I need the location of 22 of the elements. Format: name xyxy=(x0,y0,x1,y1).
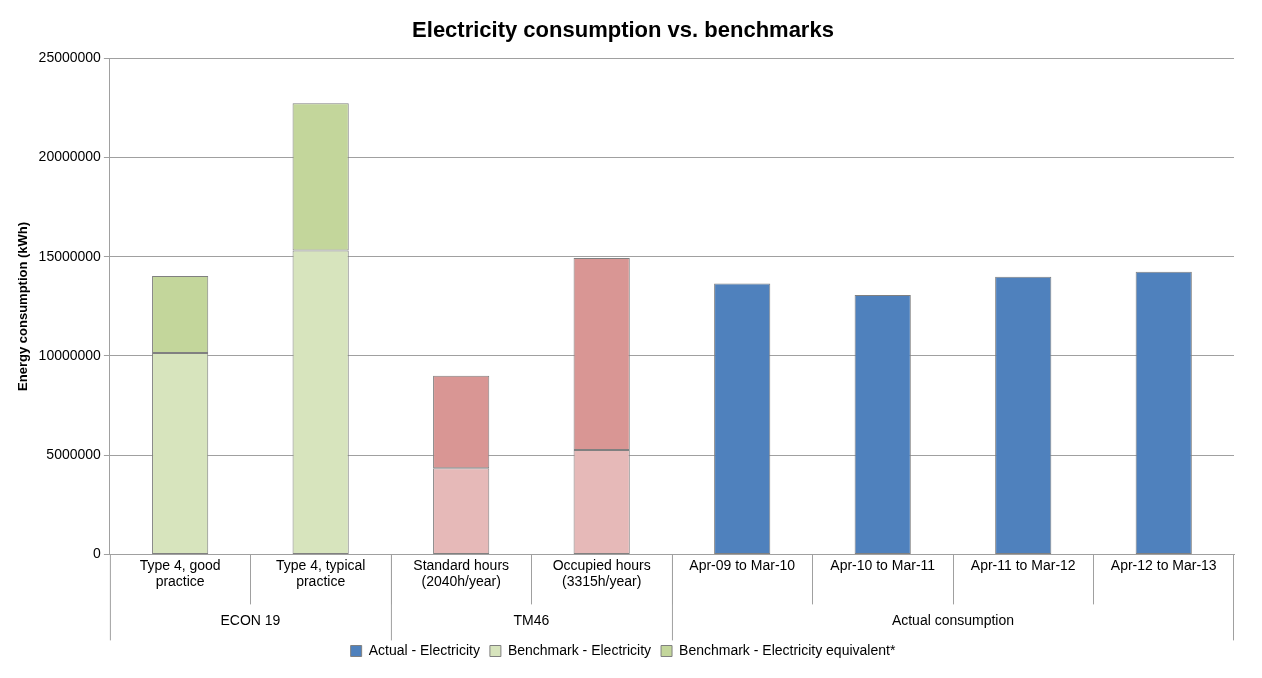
legend-label: Benchmark - Electricity xyxy=(507,641,652,658)
legend-label: Actual - Electricity xyxy=(368,641,480,658)
chart-title: Electricity consumption vs. benchmarks xyxy=(412,17,834,43)
y-tick-label: 5000000 xyxy=(46,446,102,463)
text: TM46 xyxy=(513,612,550,629)
text: ECON 19 xyxy=(220,612,281,629)
y-tick-label: 25000000 xyxy=(38,49,102,66)
x-tick-label: Apr-09 to Mar-10 xyxy=(689,556,796,573)
x-tick-label: Type 4, typical practice xyxy=(275,556,366,590)
legend-label: Benchmark - Electricity equivalent* xyxy=(679,641,896,658)
x-tick-label: Apr-12 to Mar-13 xyxy=(1110,556,1217,573)
y-tick-label: 20000000 xyxy=(38,148,102,165)
y-axis-title: Energy consumption (kWh) xyxy=(15,221,31,391)
y-tick-label: 15000000 xyxy=(38,247,102,264)
text: Actual consumption xyxy=(891,612,1015,629)
x-tick-label: Apr-10 to Mar-11 xyxy=(830,556,936,573)
y-tick-label: 10000000 xyxy=(38,346,102,363)
x-tick-label: Occupied hours (3315h/year) xyxy=(552,556,651,590)
x-tick-label: Apr-11 to Mar-12 xyxy=(970,556,1076,573)
y-tick-label: 0 xyxy=(93,545,102,562)
x-tick-label: Type 4, good practice xyxy=(139,556,221,590)
x-tick-label: Standard hours (2040h/year) xyxy=(413,556,510,590)
